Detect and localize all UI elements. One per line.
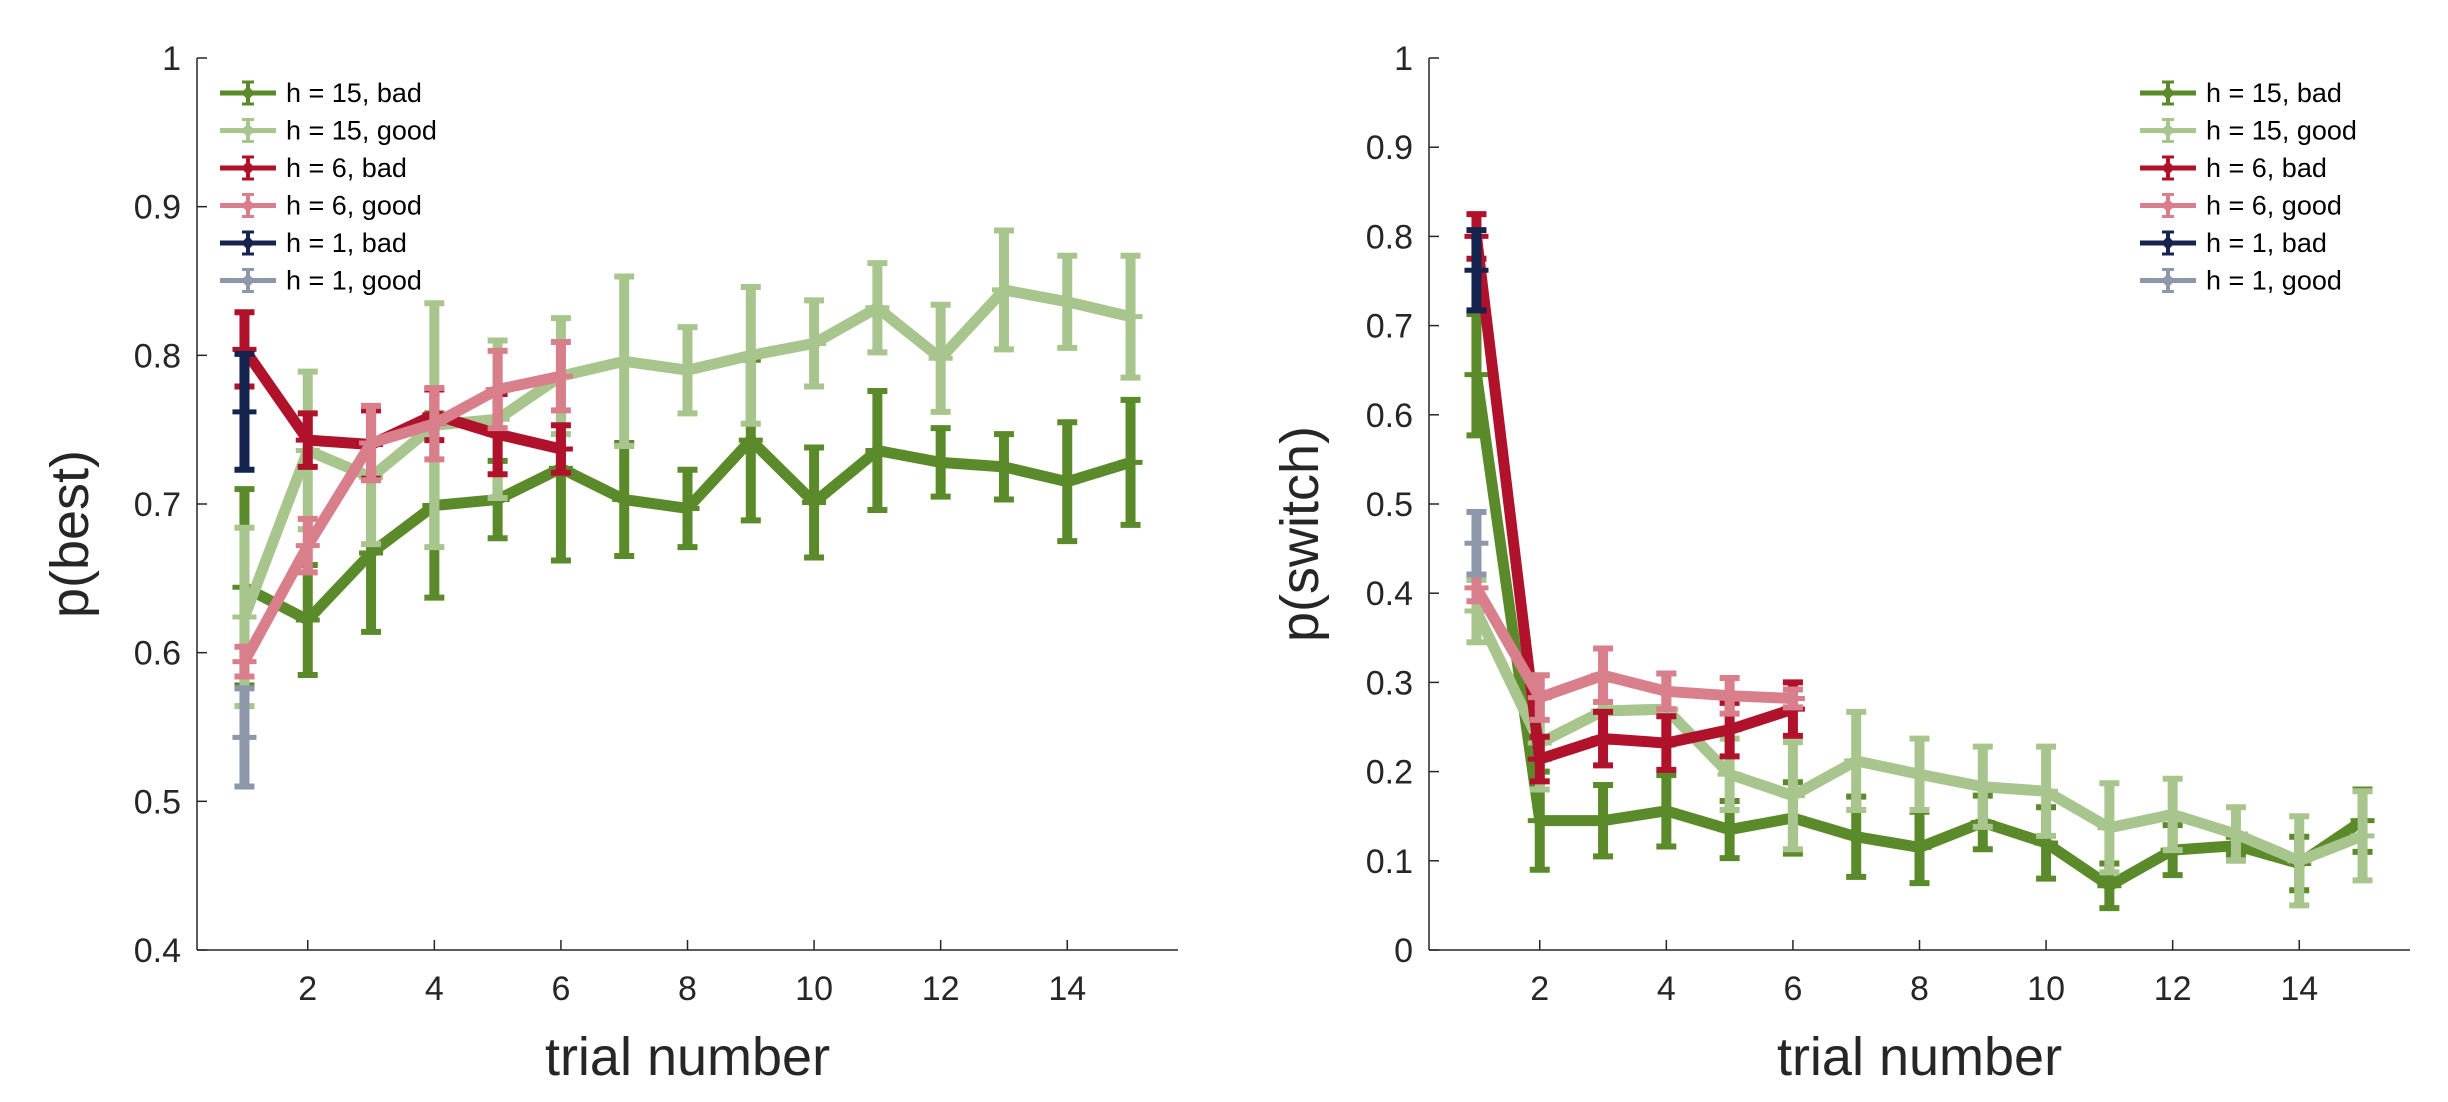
- legend-label: h = 15, good: [2206, 116, 2357, 146]
- legend-marker: [241, 161, 255, 175]
- legend-label: h = 6, good: [2206, 191, 2342, 221]
- x-tick-label: 6: [1783, 970, 1802, 1008]
- y-tick-label: 0: [1394, 932, 1413, 970]
- y-tick-label: 0.3: [1366, 664, 1413, 702]
- legend-marker: [2161, 123, 2175, 138]
- series: [232, 338, 573, 680]
- y-tick-label: 1: [162, 40, 181, 78]
- series: [1464, 509, 1489, 578]
- legend-marker: [2161, 236, 2175, 250]
- legend-marker: [241, 198, 255, 213]
- y-tick-label: 0.1: [1366, 843, 1413, 881]
- x-tick-label: 14: [2280, 970, 2318, 1008]
- series: [1464, 227, 1489, 314]
- legend-label: h = 1, bad: [286, 228, 407, 258]
- x-tick-label: 4: [425, 970, 444, 1008]
- x-axis-label: trial number: [1777, 1027, 2062, 1087]
- x-tick-label: 12: [922, 970, 960, 1008]
- y-tick-label: 0.6: [1366, 397, 1413, 435]
- y-axis-label: p(switch): [1270, 426, 1330, 642]
- legend-label: h = 15, bad: [286, 78, 422, 108]
- y-tick-label: 0.8: [134, 337, 181, 375]
- y-tick-label: 0.4: [1366, 575, 1413, 613]
- series: [1464, 311, 2375, 912]
- x-tick-label: 6: [551, 970, 570, 1008]
- legend-marker: [241, 236, 255, 250]
- legend-label: h = 15, bad: [2206, 78, 2342, 108]
- x-tick-label: 10: [2027, 970, 2065, 1008]
- y-tick-label: 0.7: [134, 486, 181, 524]
- x-tick-label: 8: [678, 970, 697, 1008]
- y-tick-label: 0.4: [134, 932, 181, 970]
- legend-marker: [2161, 161, 2175, 175]
- y-axis-label: p(best): [40, 450, 100, 618]
- y-tick-label: 0.7: [1366, 308, 1413, 346]
- x-tick-label: 12: [2154, 970, 2192, 1008]
- series: [1464, 571, 1805, 723]
- legend-label: h = 6, bad: [2206, 153, 2327, 183]
- y-tick-label: 0.5: [1366, 486, 1413, 524]
- y-tick-label: 0.9: [134, 189, 181, 227]
- series: [232, 350, 257, 473]
- legend-marker: [241, 273, 255, 288]
- legend-marker: [2161, 273, 2175, 288]
- x-tick-label: 8: [1910, 970, 1929, 1008]
- legend-label: h = 1, good: [286, 266, 422, 296]
- legend-marker: [2161, 86, 2175, 100]
- y-tick-label: 0.9: [1366, 129, 1413, 167]
- y-tick-label: 0.2: [1366, 754, 1413, 792]
- x-tick-label: 14: [1048, 970, 1086, 1008]
- legend-label: h = 6, good: [286, 191, 422, 221]
- x-tick-label: 2: [1530, 970, 1549, 1008]
- legend-marker: [2161, 198, 2175, 213]
- legend-marker: [241, 123, 255, 138]
- legend-marker: [241, 86, 255, 100]
- x-tick-label: 4: [1657, 970, 1676, 1008]
- legend-label: h = 1, bad: [2206, 228, 2327, 258]
- legend: h = 15, bad h = 15, good h = 6, bad h = 6, …: [220, 78, 437, 296]
- y-tick-label: 1: [1394, 40, 1413, 78]
- legend-label: h = 15, good: [286, 116, 437, 146]
- y-tick-label: 0.8: [1366, 218, 1413, 256]
- chart-panel-p-switch: 00.10.20.30.40.50.60.70.80.912 4 6 8 10 12 14t…: [1270, 40, 2410, 1087]
- legend-label: h = 1, good: [2206, 266, 2342, 296]
- legend: h = 15, bad h = 15, good h = 6, bad h = 6, …: [2140, 78, 2357, 296]
- y-tick-label: 0.5: [134, 783, 181, 821]
- x-tick-label: 2: [298, 970, 317, 1008]
- series: [232, 685, 257, 790]
- x-tick-label: 10: [795, 970, 833, 1008]
- x-axis-label: trial number: [545, 1027, 830, 1087]
- y-tick-label: 0.6: [134, 635, 181, 673]
- legend-label: h = 6, bad: [286, 153, 407, 183]
